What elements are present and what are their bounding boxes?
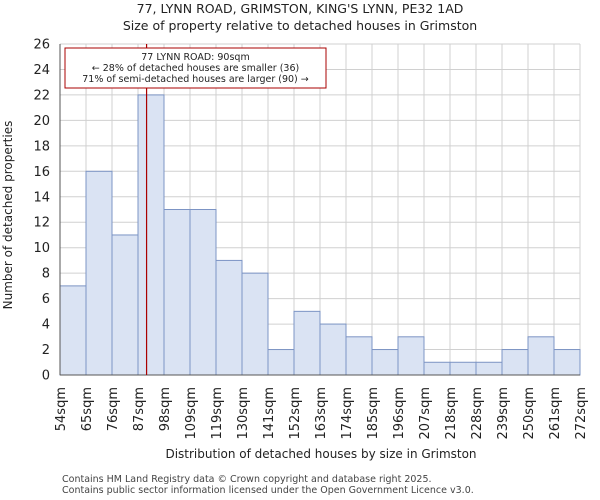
x-tick-label: 87sqm	[132, 387, 147, 431]
annotation-box	[64, 47, 327, 89]
x-tick-label: 98sqm	[158, 387, 173, 431]
histogram-bar	[215, 259, 243, 376]
y-tick-label: 8	[42, 267, 50, 282]
histogram-bar	[137, 94, 165, 376]
chart-title: 77, LYNN ROAD, GRIMSTON, KING'S LYNN, PE…	[136, 1, 464, 16]
histogram-bar	[85, 170, 113, 376]
x-tick-label: 163sqm	[314, 387, 329, 440]
x-tick-label: 218sqm	[444, 387, 459, 440]
y-tick-label: 20	[33, 114, 50, 129]
histogram-bar	[59, 285, 87, 376]
histogram-bar	[111, 234, 139, 376]
annotation-line: 77 LYNN ROAD: 90sqm	[141, 52, 249, 63]
histogram-bar	[397, 336, 425, 376]
x-tick-label: 228sqm	[470, 387, 485, 440]
x-tick-label: 141sqm	[262, 387, 277, 440]
x-tick-label: 207sqm	[418, 387, 433, 440]
x-axis-label: Distribution of detached houses by size …	[165, 447, 476, 461]
annotation-line: 71% of semi-detached houses are larger (…	[82, 74, 309, 85]
marker-layer: 77 LYNN ROAD: 90sqm← 28% of detached hou…	[64, 44, 327, 375]
histogram-bar	[267, 349, 295, 376]
y-axis-label: Number of detached properties	[1, 121, 15, 310]
x-tick-label: 239sqm	[496, 387, 511, 440]
histogram-bar	[371, 349, 399, 376]
y-tick-label: 0	[42, 369, 50, 384]
footer-copyright: Contains HM Land Registry data © Crown c…	[62, 474, 432, 485]
histogram-bar	[553, 349, 581, 376]
y-tick-label: 2	[42, 343, 50, 358]
x-tick-label: 185sqm	[366, 387, 381, 440]
histogram-bar	[501, 349, 529, 376]
histogram-bar	[345, 336, 373, 376]
x-tick-label: 130sqm	[236, 387, 251, 440]
x-tick-label: 119sqm	[210, 387, 225, 440]
histogram-bar	[189, 209, 217, 376]
y-tick-label: 6	[42, 292, 50, 307]
annotation-line: ← 28% of detached houses are smaller (36…	[92, 63, 299, 74]
y-tick-label: 24	[33, 63, 50, 78]
y-tick-label: 10	[33, 241, 50, 256]
y-tick-label: 18	[33, 139, 50, 154]
histogram-bar	[163, 209, 191, 376]
x-tick-label: 152sqm	[288, 387, 303, 440]
x-tick-label: 196sqm	[392, 387, 407, 440]
histogram-bar	[293, 310, 321, 376]
y-tick-label: 14	[33, 190, 50, 205]
x-tick-label: 76sqm	[106, 387, 121, 431]
y-tick-label: 12	[33, 216, 50, 231]
y-tick-label: 22	[33, 88, 50, 103]
x-tick-label: 65sqm	[80, 387, 95, 431]
histogram-bar	[527, 336, 555, 376]
x-tick-label: 250sqm	[522, 387, 537, 440]
y-tick-label: 16	[33, 165, 50, 180]
x-tick-label: 261sqm	[548, 387, 563, 440]
y-tick-label: 4	[42, 318, 50, 333]
x-tick-label: 272sqm	[574, 387, 589, 440]
x-tick-label: 109sqm	[184, 387, 199, 440]
histogram-bar	[475, 361, 503, 376]
bar-layer	[59, 94, 581, 376]
footer-licence: Contains public sector information licen…	[62, 485, 474, 496]
chart-subtitle: Size of property relative to detached ho…	[122, 18, 478, 33]
histogram-bar	[423, 361, 451, 376]
histogram-bar	[241, 272, 269, 376]
y-tick-label: 26	[33, 38, 50, 53]
histogram-bar	[319, 323, 347, 376]
histogram-bar	[449, 361, 477, 376]
x-tick-label: 174sqm	[340, 387, 355, 440]
x-tick-label: 54sqm	[54, 387, 69, 431]
